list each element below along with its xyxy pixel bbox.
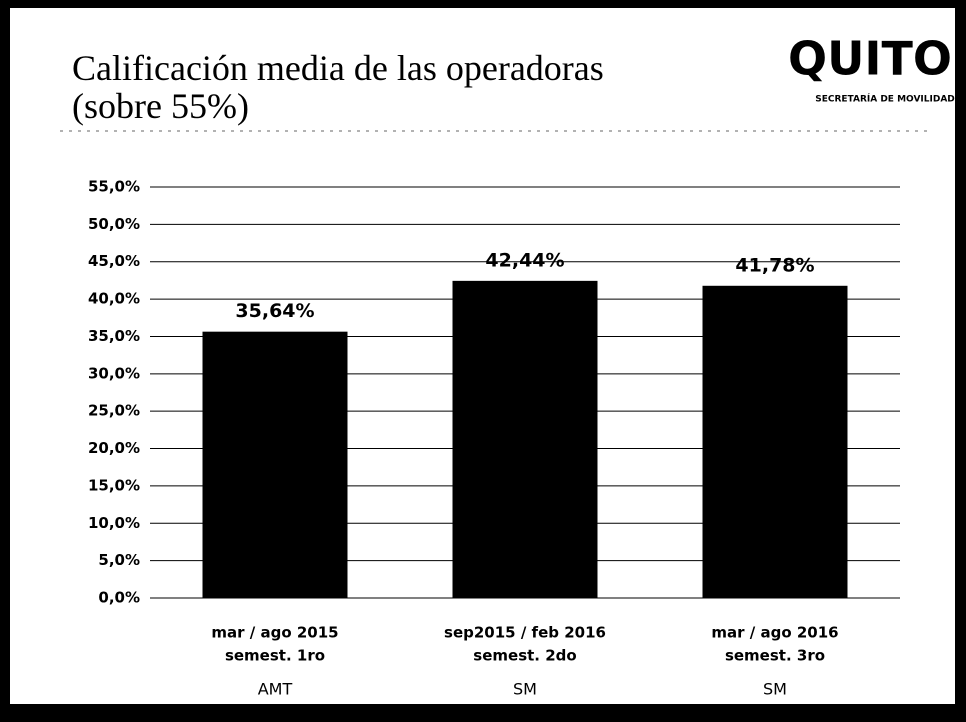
y-tick-label: 40,0% [88,290,140,308]
x-tick-label: semest. 3ro [725,647,825,665]
operator-label: SM [513,680,537,699]
y-tick-label: 5,0% [98,551,140,569]
value-label: 41,78% [735,254,814,276]
top-border [0,0,966,8]
y-tick-label: 45,0% [88,252,140,270]
x-tick-label: sep2015 / feb 2016 [444,624,606,642]
x-tick-label: semest. 1ro [225,647,325,665]
bar [202,331,348,598]
left-border [0,0,10,722]
bottom-band [0,704,966,722]
y-tick-label: 25,0% [88,402,140,420]
y-tick-label: 55,0% [88,178,140,196]
logo-subtitle: SECRETARÍA DE MOVILIDAD [815,93,955,105]
logo: QUITO [788,32,952,86]
y-tick-label: 0,0% [98,589,140,607]
bar [452,280,598,598]
value-label: 35,64% [235,300,314,322]
y-tick-label: 50,0% [88,215,140,233]
y-tick-label: 10,0% [88,514,140,532]
chart-title: Calificación media de las operadoras [72,48,604,88]
value-label: 42,44% [485,249,564,271]
x-tick-label: mar / ago 2015 [211,624,338,642]
right-border [955,0,966,722]
chart-title: (sobre 55%) [72,86,249,126]
operator-label: AMT [258,680,293,699]
bar [702,285,848,598]
x-tick-label: mar / ago 2016 [711,624,838,642]
operator-label: SM [763,680,787,699]
x-tick-label: semest. 2do [473,647,576,665]
y-tick-label: 15,0% [88,476,140,494]
y-tick-label: 35,0% [88,327,140,345]
y-tick-label: 30,0% [88,364,140,382]
y-tick-label: 20,0% [88,439,140,457]
